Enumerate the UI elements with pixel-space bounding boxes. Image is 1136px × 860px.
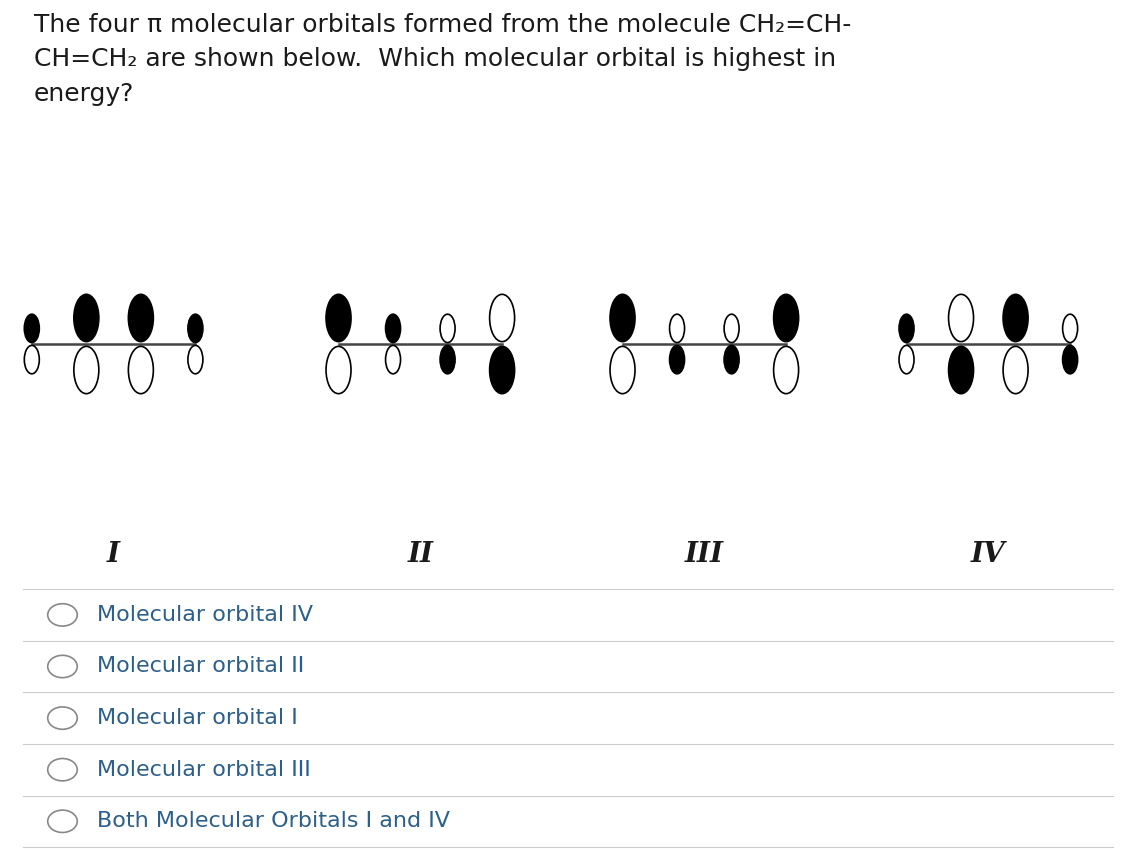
Ellipse shape <box>490 294 515 341</box>
Ellipse shape <box>669 346 685 374</box>
Text: Molecular orbital II: Molecular orbital II <box>97 656 303 677</box>
Text: IV: IV <box>971 541 1005 568</box>
Text: The four π molecular orbitals formed from the molecule CH₂=CH-: The four π molecular orbitals formed fro… <box>34 13 852 37</box>
Ellipse shape <box>187 346 203 374</box>
Text: Molecular orbital III: Molecular orbital III <box>97 759 310 780</box>
Ellipse shape <box>74 294 99 341</box>
Ellipse shape <box>326 294 351 341</box>
Ellipse shape <box>24 314 40 342</box>
Ellipse shape <box>774 347 799 394</box>
Circle shape <box>48 759 77 781</box>
Ellipse shape <box>899 346 914 374</box>
Text: II: II <box>408 541 433 568</box>
Ellipse shape <box>490 347 515 394</box>
Ellipse shape <box>128 294 153 341</box>
Ellipse shape <box>24 346 40 374</box>
Text: I: I <box>107 541 120 568</box>
Ellipse shape <box>385 314 401 342</box>
Ellipse shape <box>774 294 799 341</box>
Ellipse shape <box>440 346 456 374</box>
Text: Molecular orbital I: Molecular orbital I <box>97 708 298 728</box>
Ellipse shape <box>326 347 351 394</box>
Text: Molecular orbital IV: Molecular orbital IV <box>97 605 312 625</box>
Text: Both Molecular Orbitals I and IV: Both Molecular Orbitals I and IV <box>97 811 450 832</box>
Circle shape <box>48 655 77 678</box>
Ellipse shape <box>187 314 203 342</box>
Ellipse shape <box>724 314 740 342</box>
Ellipse shape <box>385 346 401 374</box>
Ellipse shape <box>724 346 740 374</box>
Ellipse shape <box>1003 347 1028 394</box>
Ellipse shape <box>1003 294 1028 341</box>
Text: energy?: energy? <box>34 82 134 106</box>
Circle shape <box>48 810 77 832</box>
Ellipse shape <box>949 347 974 394</box>
Ellipse shape <box>899 314 914 342</box>
Ellipse shape <box>440 314 456 342</box>
Text: CH=CH₂ are shown below.  Which molecular orbital is highest in: CH=CH₂ are shown below. Which molecular … <box>34 47 836 71</box>
Circle shape <box>48 707 77 729</box>
Ellipse shape <box>949 294 974 341</box>
Text: III: III <box>685 541 724 568</box>
Ellipse shape <box>1062 346 1078 374</box>
Ellipse shape <box>610 347 635 394</box>
Ellipse shape <box>669 314 685 342</box>
Ellipse shape <box>74 347 99 394</box>
Ellipse shape <box>128 347 153 394</box>
Ellipse shape <box>610 294 635 341</box>
Circle shape <box>48 604 77 626</box>
Ellipse shape <box>1062 314 1078 342</box>
